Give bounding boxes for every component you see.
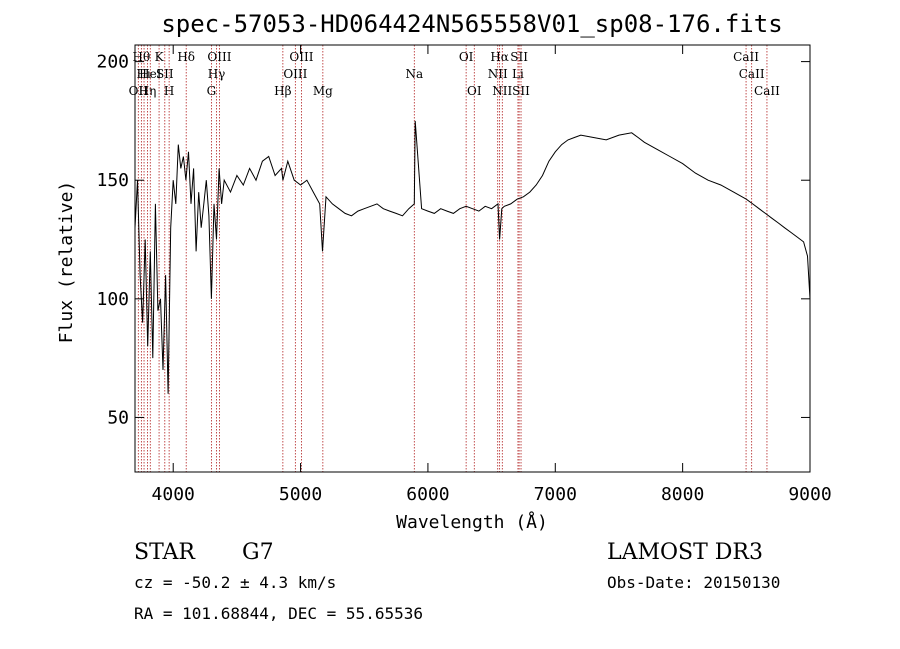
- spectral-line-markers: [137, 45, 768, 472]
- spectral-line-labels: OII Hθ Hι Hη HeI K SII H Hδ G Hγ OIII Hβ OIII OIII Mg Na…: [129, 50, 780, 98]
- y-tick-label: 150: [96, 170, 129, 191]
- line-marker-label-20: Hα: [490, 50, 509, 64]
- line-marker-label-4: HeI: [139, 67, 162, 81]
- line-marker-label-22: Li: [512, 67, 524, 81]
- line-marker-label-9: G: [207, 84, 217, 98]
- line-marker-label-18: OI: [467, 84, 482, 98]
- plot-frame: [134, 44, 811, 473]
- x-tick-label: 5000: [279, 484, 322, 505]
- line-marker-label-10: Hγ: [208, 67, 226, 81]
- line-marker-label-7: H: [164, 84, 174, 98]
- x-tick-label: 4000: [152, 484, 195, 505]
- object-class: STAR: [134, 540, 196, 565]
- line-marker-label-26: CaII: [739, 67, 765, 81]
- line-marker-label-12: Hβ: [274, 84, 291, 98]
- x-axis-ticks: 4000 5000 6000 7000 8000 9000: [152, 45, 832, 505]
- y-tick-label: 100: [96, 289, 129, 310]
- x-axis-label: Wavelength (Å): [396, 511, 548, 533]
- line-marker-label-0: OII: [129, 84, 149, 98]
- survey-name: LAMOST DR3: [607, 540, 763, 565]
- x-tick-label: 9000: [788, 484, 831, 505]
- line-marker-label-1: Hθ: [133, 50, 151, 64]
- line-marker-label-16: Na: [405, 67, 423, 81]
- line-marker-label-2: Hι: [136, 67, 151, 81]
- line-marker-label-27: CaII: [754, 84, 780, 98]
- chart-title: spec-57053-HD064424N565558V01_sp08-176.f…: [161, 10, 782, 38]
- observation-date: Obs-Date: 20150130: [607, 573, 780, 592]
- line-marker-label-8: Hδ: [177, 50, 195, 64]
- spectrum-series-line: [134, 120, 811, 394]
- line-marker-label-14: OIII: [289, 50, 313, 64]
- line-marker-label-24: SII: [512, 84, 530, 98]
- x-tick-label: 8000: [661, 484, 704, 505]
- line-marker-label-11: OIII: [207, 50, 231, 64]
- line-marker-label-17: OI: [459, 50, 474, 64]
- line-marker-label-25: CaII: [733, 50, 759, 64]
- line-marker-label-5: K: [155, 50, 165, 64]
- x-tick-label: 6000: [406, 484, 449, 505]
- line-marker-label-23: SII: [510, 50, 528, 64]
- y-axis-ticks: 50 100 150 200: [96, 52, 810, 428]
- x-tick-label: 7000: [534, 484, 577, 505]
- line-marker-label-21: NII: [492, 84, 512, 98]
- y-axis-label: Flux (relative): [56, 181, 77, 344]
- y-tick-label: 50: [107, 407, 129, 428]
- line-marker-label-15: Mg: [313, 84, 333, 98]
- line-marker-label-19: NII: [488, 67, 508, 81]
- y-tick-label: 200: [96, 52, 129, 73]
- object-subclass: G7: [242, 540, 274, 565]
- ra-dec-coordinates: RA = 101.68844, DEC = 55.65536: [134, 604, 423, 623]
- line-marker-label-3: Hη: [139, 84, 157, 98]
- line-marker-label-13: OIII: [283, 67, 307, 81]
- redshift-velocity: cz = -50.2 ± 4.3 km/s: [134, 573, 336, 592]
- line-marker-label-6: SII: [156, 67, 174, 81]
